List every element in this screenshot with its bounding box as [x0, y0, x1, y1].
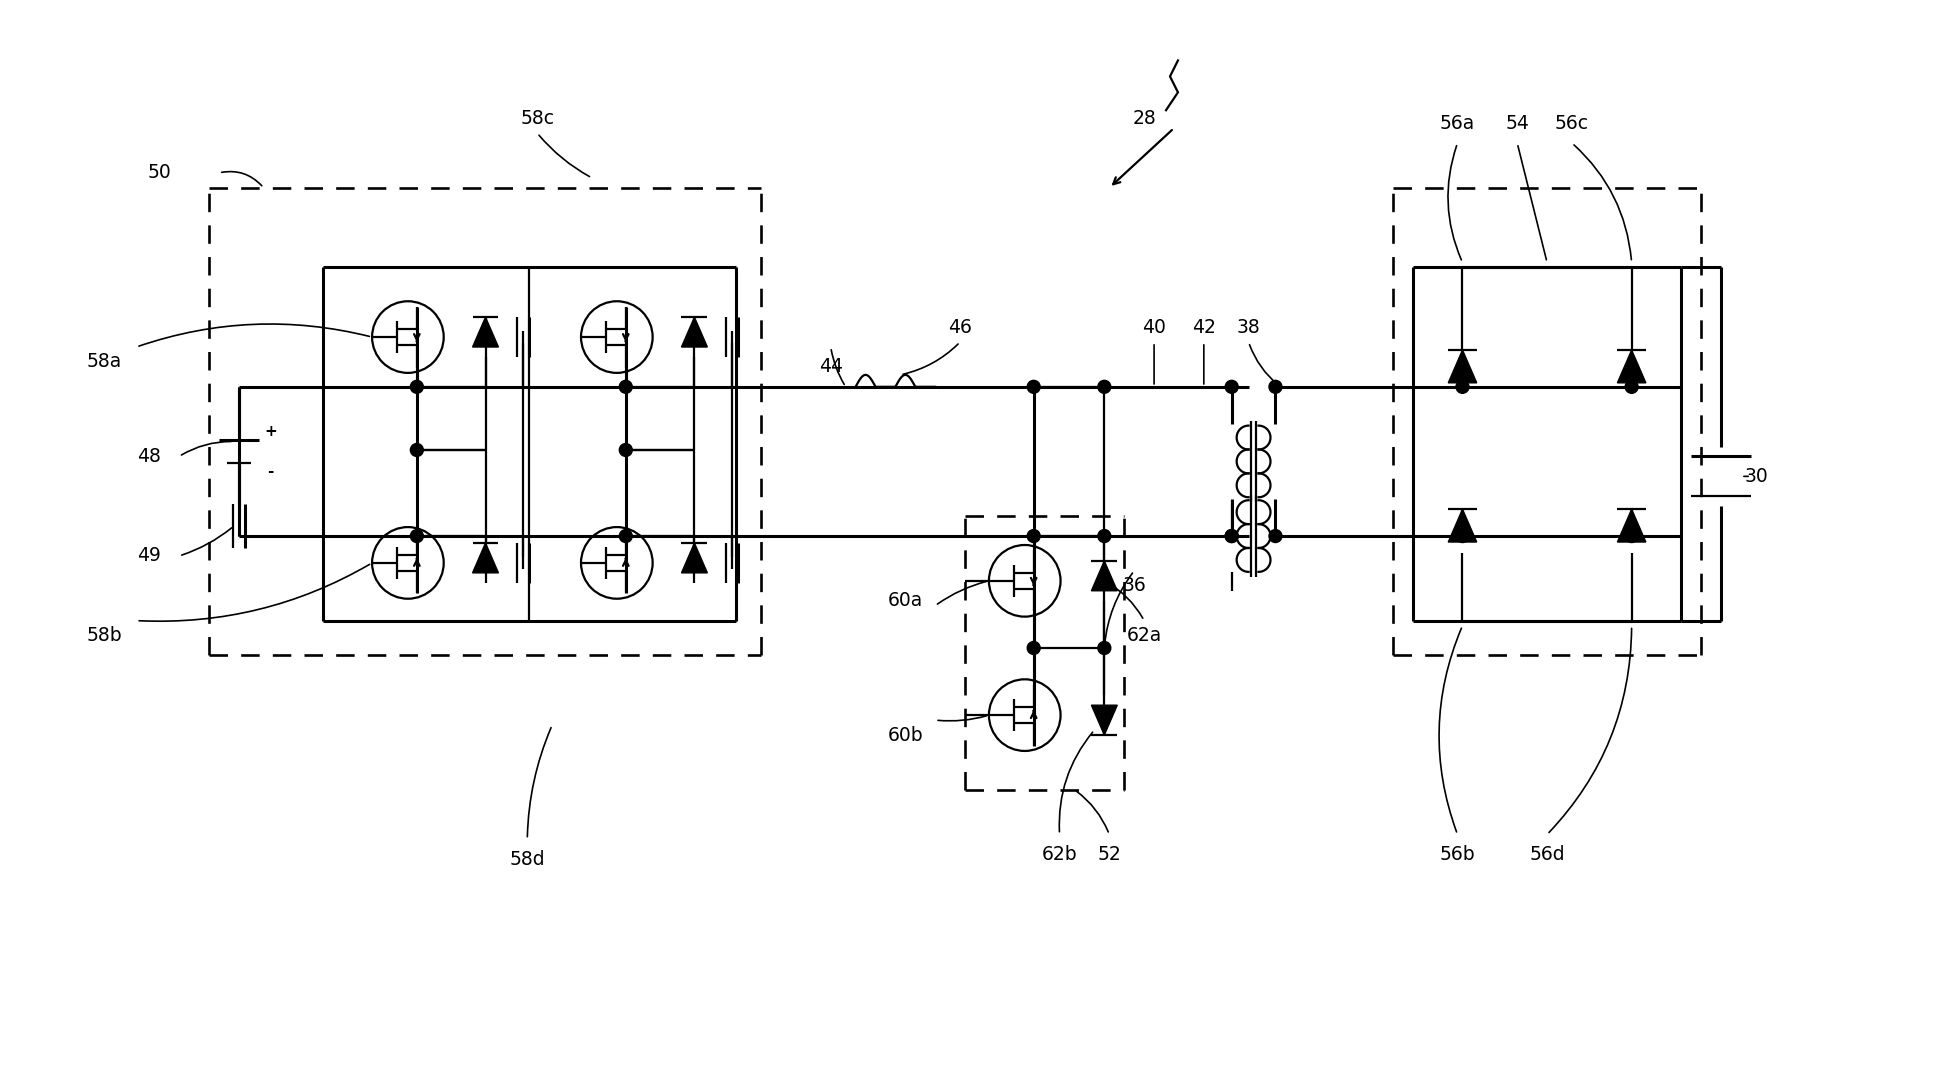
- Polygon shape: [682, 543, 707, 573]
- Text: 54: 54: [1506, 113, 1529, 133]
- Polygon shape: [682, 317, 707, 347]
- Text: 58b: 58b: [86, 626, 123, 645]
- Text: 62a: 62a: [1126, 626, 1161, 645]
- Text: 36: 36: [1122, 576, 1145, 596]
- Polygon shape: [1091, 561, 1118, 590]
- Text: 58a: 58a: [88, 352, 123, 371]
- Polygon shape: [1091, 705, 1118, 735]
- Circle shape: [411, 529, 423, 542]
- Polygon shape: [473, 317, 499, 347]
- Circle shape: [619, 444, 633, 456]
- Text: 56b: 56b: [1440, 844, 1475, 864]
- Text: 44: 44: [818, 358, 843, 376]
- Text: 60b: 60b: [888, 726, 923, 744]
- Polygon shape: [1447, 350, 1477, 383]
- Polygon shape: [1617, 509, 1646, 542]
- Text: 60a: 60a: [888, 591, 923, 610]
- Polygon shape: [473, 543, 499, 573]
- Text: 40: 40: [1142, 317, 1167, 337]
- Text: +: +: [265, 424, 277, 439]
- Circle shape: [1027, 381, 1040, 393]
- Text: 30: 30: [1743, 467, 1769, 485]
- Circle shape: [619, 529, 633, 542]
- Circle shape: [1268, 381, 1282, 393]
- Text: 38: 38: [1237, 317, 1260, 337]
- Circle shape: [1099, 642, 1110, 655]
- Circle shape: [1625, 381, 1638, 393]
- Text: 28: 28: [1132, 109, 1155, 128]
- Circle shape: [411, 381, 423, 393]
- Text: 58c: 58c: [520, 109, 555, 128]
- Text: 49: 49: [136, 547, 162, 565]
- Circle shape: [411, 444, 423, 456]
- Circle shape: [1225, 381, 1239, 393]
- Circle shape: [1625, 529, 1638, 542]
- Text: 52: 52: [1097, 844, 1122, 864]
- Text: 48: 48: [136, 447, 162, 466]
- Text: 50: 50: [148, 164, 171, 182]
- Text: 46: 46: [949, 317, 972, 337]
- Text: 56d: 56d: [1529, 844, 1564, 864]
- Polygon shape: [1617, 350, 1646, 383]
- Text: 56c: 56c: [1555, 113, 1590, 133]
- Circle shape: [1027, 642, 1040, 655]
- Circle shape: [1268, 529, 1282, 542]
- Circle shape: [1027, 529, 1040, 542]
- Polygon shape: [1447, 509, 1477, 542]
- Circle shape: [1225, 529, 1239, 542]
- Text: 56a: 56a: [1440, 113, 1475, 133]
- Circle shape: [1455, 529, 1469, 542]
- Text: 42: 42: [1192, 317, 1216, 337]
- Circle shape: [619, 381, 633, 393]
- Circle shape: [1455, 381, 1469, 393]
- Circle shape: [1099, 381, 1110, 393]
- Text: 58d: 58d: [510, 850, 545, 868]
- Circle shape: [1225, 529, 1239, 542]
- Circle shape: [1099, 529, 1110, 542]
- Text: 62b: 62b: [1042, 844, 1077, 864]
- Text: -: -: [267, 464, 275, 479]
